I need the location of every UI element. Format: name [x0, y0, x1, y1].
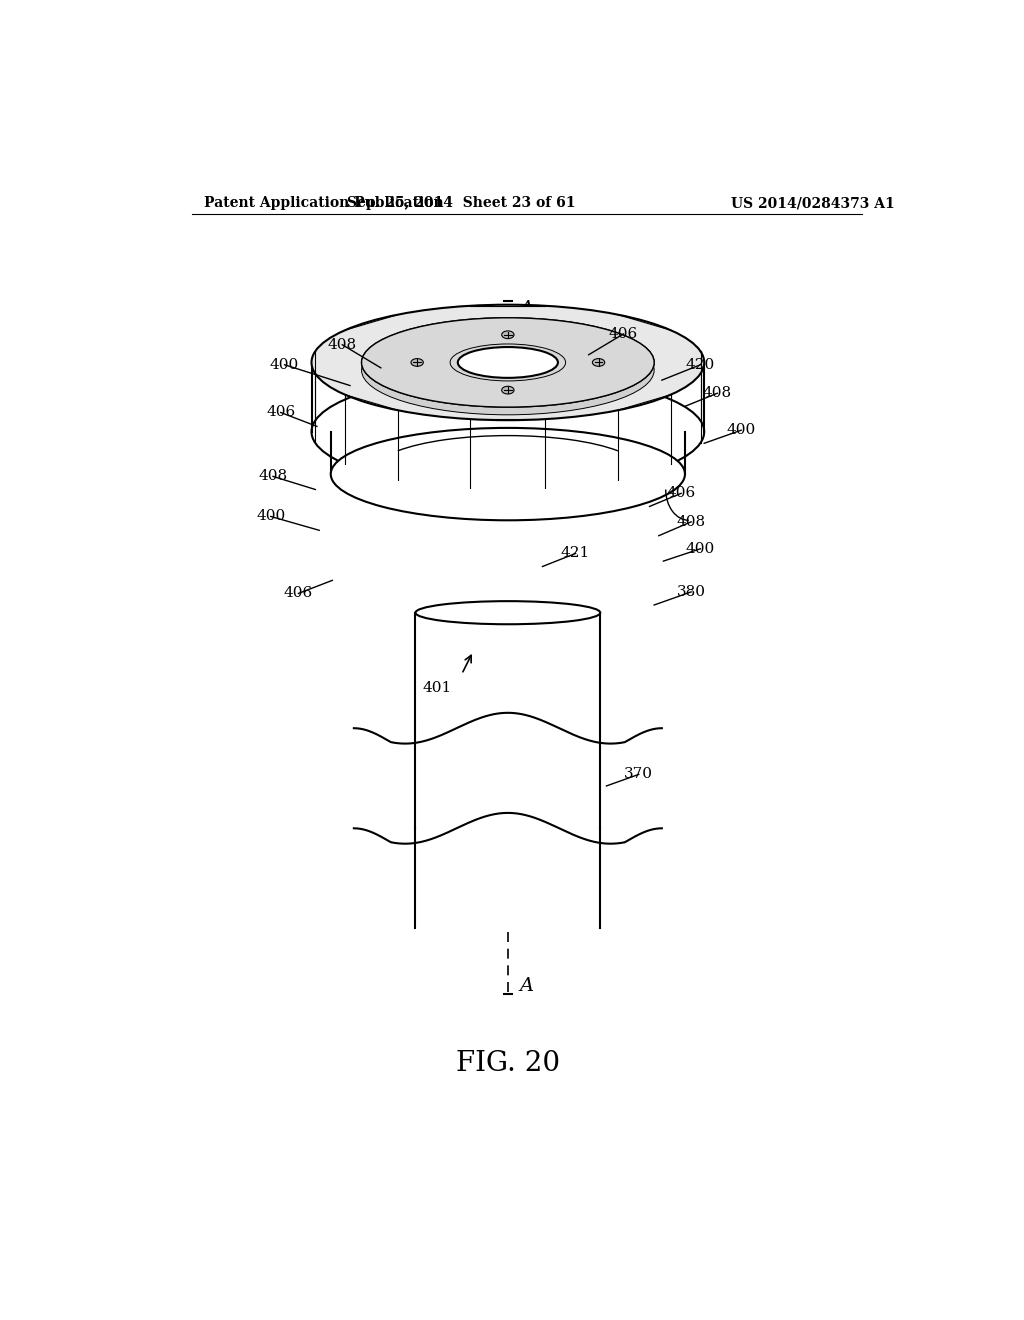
- Text: US 2014/0284373 A1: US 2014/0284373 A1: [731, 197, 895, 210]
- Ellipse shape: [361, 318, 654, 407]
- Text: 422: 422: [524, 364, 553, 378]
- Ellipse shape: [502, 387, 514, 393]
- Text: A: A: [519, 300, 534, 318]
- Text: 422: 422: [373, 351, 401, 366]
- Text: 380: 380: [677, 585, 706, 599]
- Text: 400: 400: [727, 424, 756, 437]
- Text: 401: 401: [422, 681, 452, 696]
- Text: 406: 406: [284, 586, 313, 601]
- Ellipse shape: [411, 359, 423, 367]
- Ellipse shape: [593, 359, 605, 367]
- Text: 400: 400: [686, 541, 715, 556]
- Text: 400: 400: [270, 358, 299, 372]
- Text: 406: 406: [608, 327, 638, 341]
- Text: 400: 400: [256, 510, 286, 524]
- Ellipse shape: [502, 331, 514, 339]
- Ellipse shape: [311, 374, 705, 490]
- Ellipse shape: [458, 347, 558, 378]
- Text: 408: 408: [677, 515, 706, 529]
- Ellipse shape: [331, 428, 685, 520]
- Text: Sep. 25, 2014  Sheet 23 of 61: Sep. 25, 2014 Sheet 23 of 61: [347, 197, 575, 210]
- Text: 420: 420: [686, 358, 715, 372]
- Text: Patent Application Publication: Patent Application Publication: [204, 197, 443, 210]
- Text: 408: 408: [258, 470, 288, 483]
- Text: A: A: [519, 977, 534, 995]
- Text: 406: 406: [667, 486, 695, 500]
- Ellipse shape: [361, 326, 654, 414]
- Ellipse shape: [361, 318, 654, 407]
- Text: 370: 370: [625, 767, 653, 781]
- Text: FIG. 20: FIG. 20: [456, 1049, 560, 1077]
- Ellipse shape: [311, 305, 705, 420]
- Text: 408: 408: [702, 387, 732, 400]
- Text: 406: 406: [266, 405, 295, 420]
- Ellipse shape: [416, 601, 600, 624]
- Text: 408: 408: [328, 338, 357, 351]
- Text: 422: 422: [524, 351, 553, 364]
- Text: 421: 421: [561, 546, 590, 561]
- Text: 422: 422: [614, 351, 643, 366]
